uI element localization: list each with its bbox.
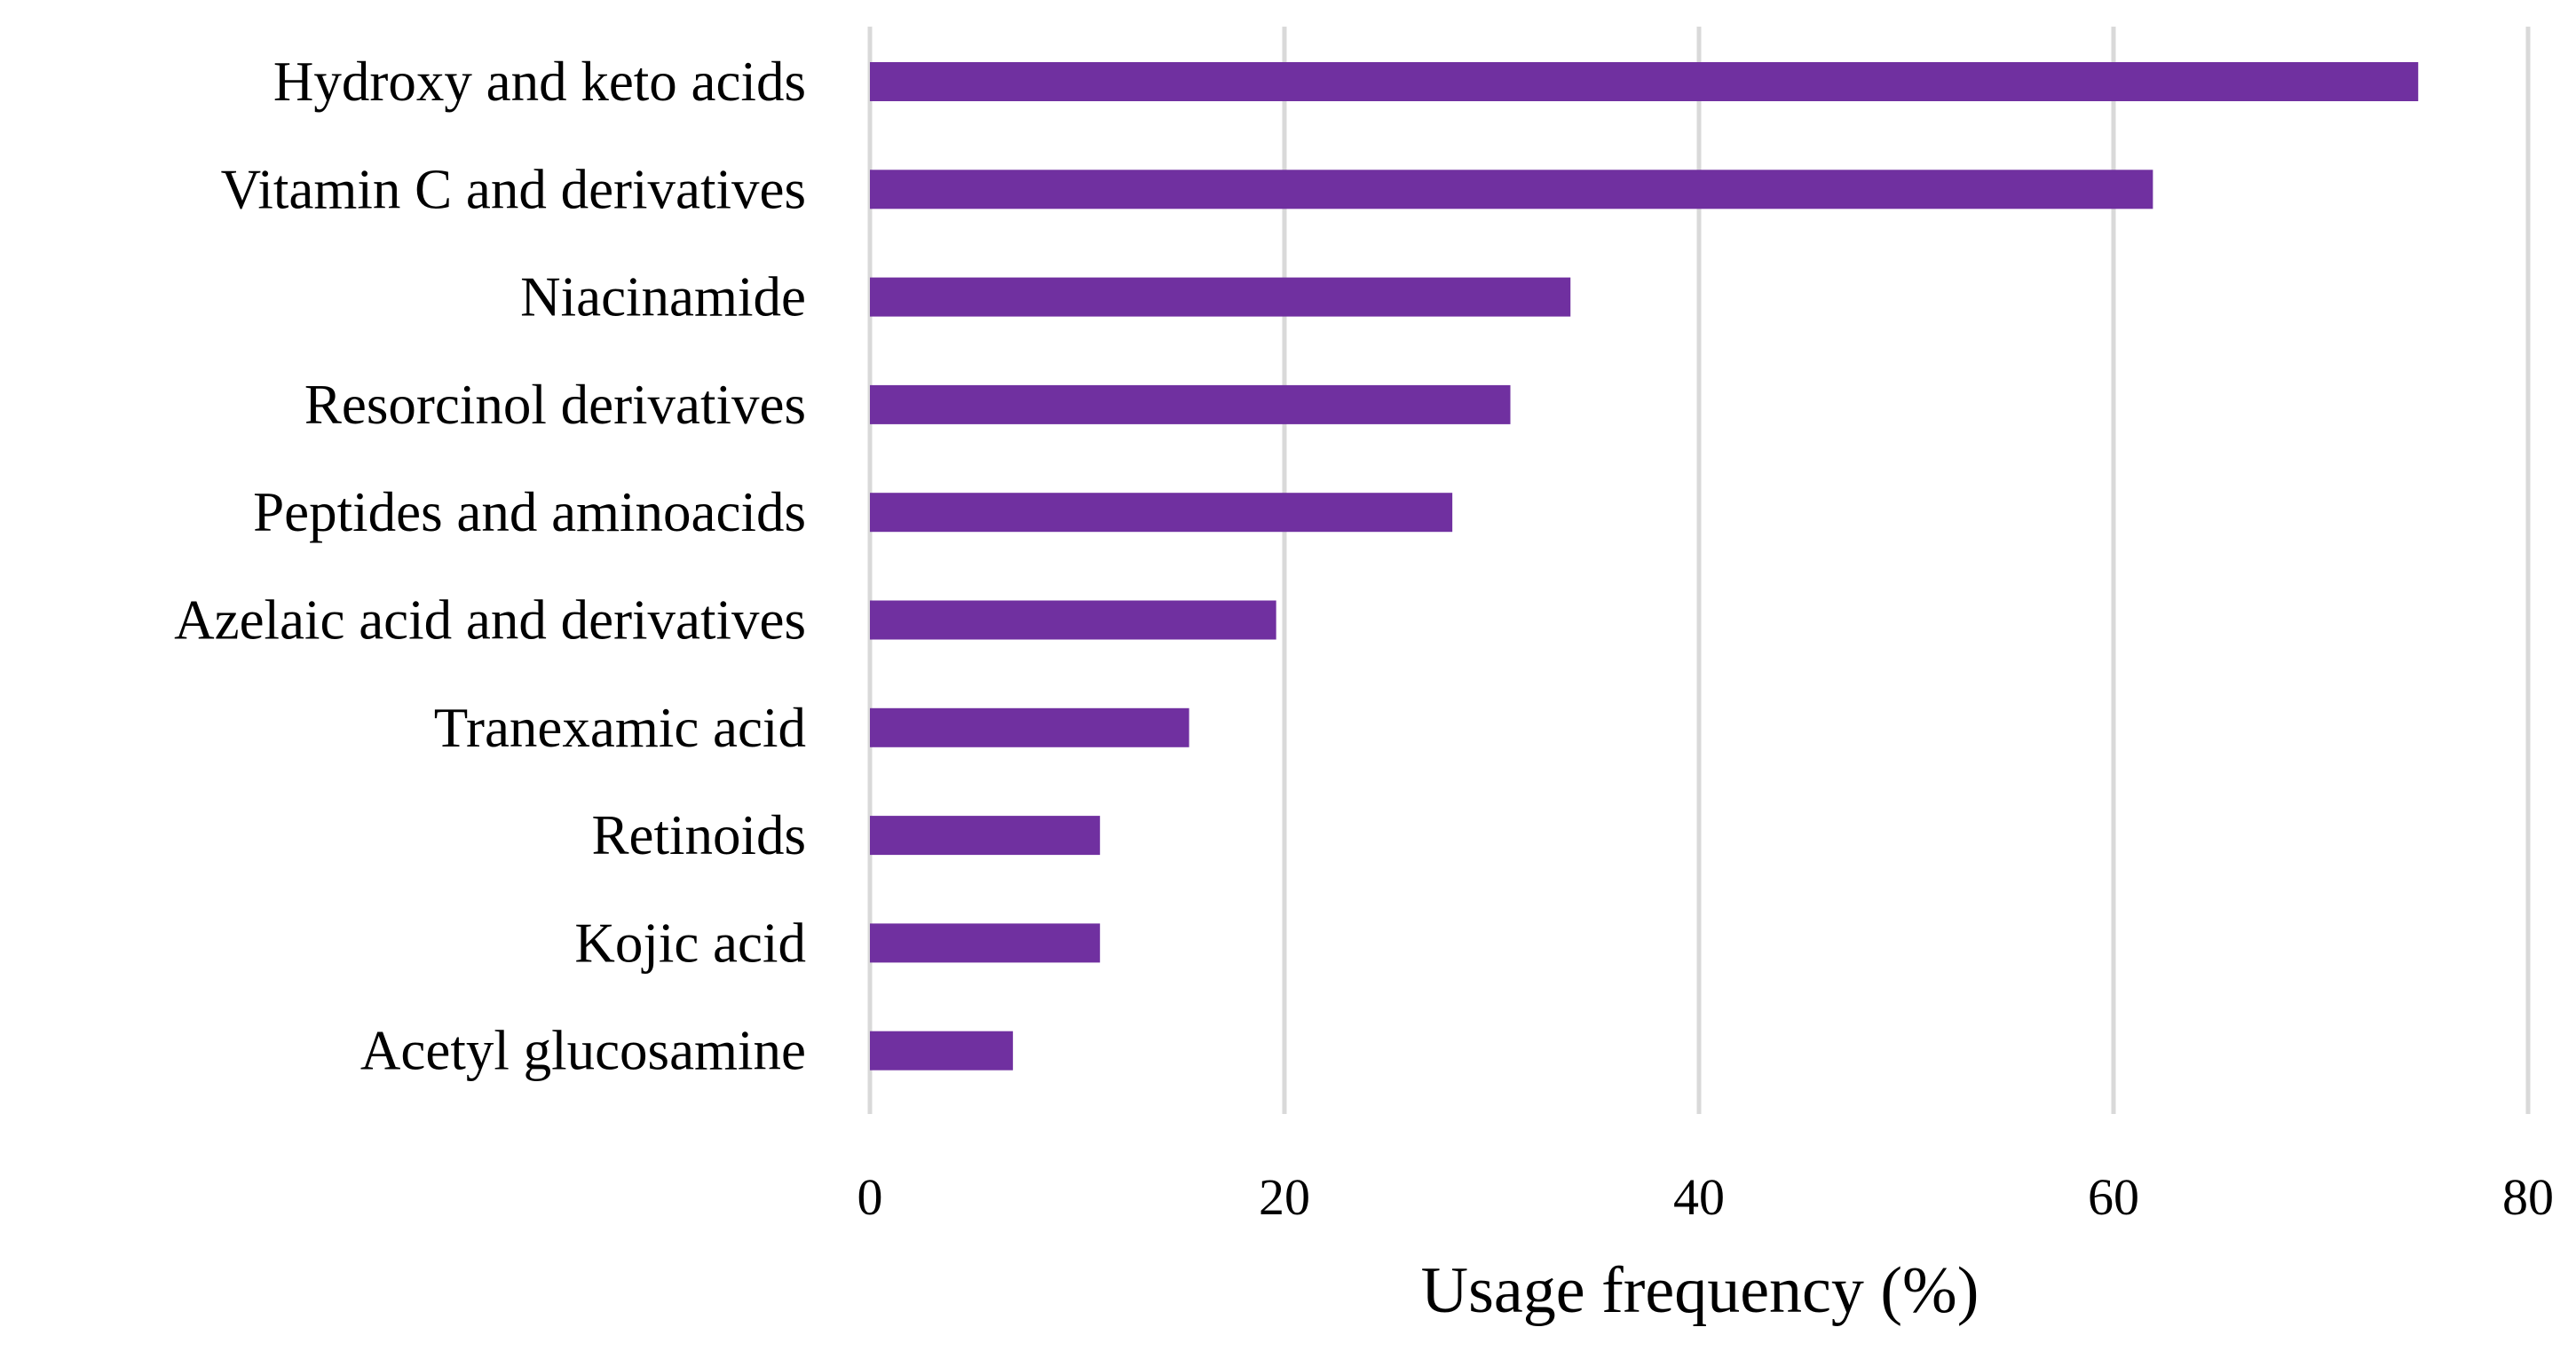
- bar: [870, 816, 1101, 856]
- x-tick-label: 60: [2088, 1168, 2139, 1226]
- bar: [870, 384, 1511, 424]
- bar: [870, 170, 2153, 209]
- x-axis-title: Usage frequency (%): [1421, 1254, 1979, 1327]
- bar: [870, 600, 1276, 640]
- x-tick-label: 40: [1673, 1168, 1725, 1226]
- category-label: Azelaic acid and derivatives: [174, 589, 806, 652]
- bar: [870, 1031, 1014, 1071]
- x-tick-label: 80: [2502, 1168, 2554, 1226]
- category-label: Hydroxy and keto acids: [273, 51, 806, 113]
- x-tick-labels: 0 20 40 60 80: [857, 1168, 2555, 1226]
- bar: [870, 277, 1571, 317]
- category-label: Kojic acid: [574, 912, 806, 974]
- category-label: Retinoids: [591, 804, 806, 866]
- category-label: Peptides and aminoacids: [253, 481, 806, 543]
- bar: [870, 493, 1453, 533]
- x-tick-label: 20: [1259, 1168, 1310, 1226]
- category-label: Niacinamide: [520, 266, 806, 328]
- x-tick-label: 0: [857, 1168, 883, 1226]
- category-label: Acetyl glucosamine: [360, 1020, 806, 1082]
- category-label: Tranexamic acid: [434, 697, 806, 759]
- category-labels: Hydroxy and keto acids Vitamin C and deri…: [174, 51, 806, 1082]
- bar: [870, 923, 1101, 963]
- bar: [870, 62, 2419, 101]
- category-label: Vitamin C and derivatives: [221, 158, 806, 220]
- category-label: Resorcinol derivatives: [304, 374, 806, 436]
- bar: [870, 707, 1189, 747]
- bars: [870, 62, 2419, 1071]
